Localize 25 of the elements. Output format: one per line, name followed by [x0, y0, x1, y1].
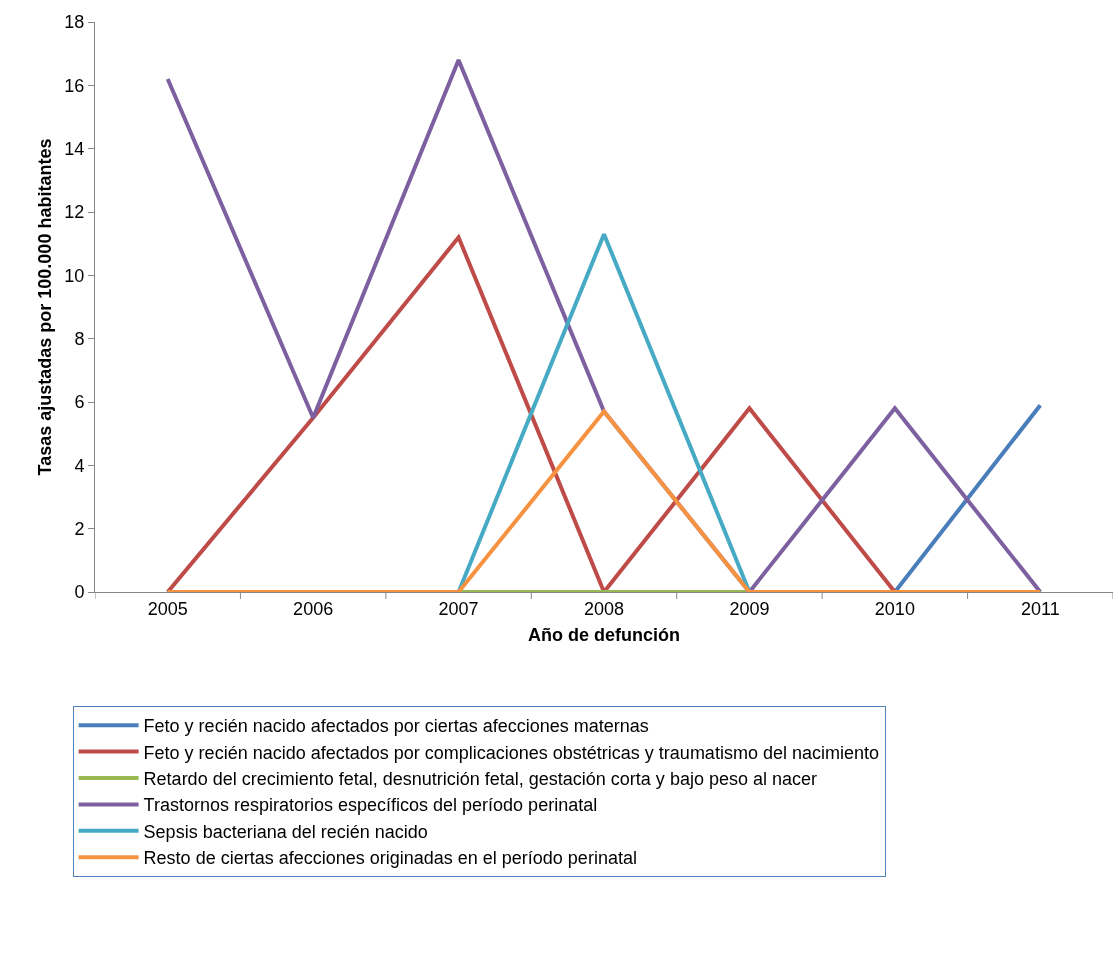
legend-label: Resto de ciertas afecciones originadas en el período perinatal — [143, 848, 637, 869]
x-axis-title: Año de defunción — [528, 624, 680, 645]
x-tick-label: 2009 — [729, 598, 770, 619]
y-tick-label: 12 — [64, 202, 85, 223]
y-tick-label: 14 — [64, 138, 85, 159]
x-tick-label: 2006 — [293, 598, 334, 619]
y-axis-title: Tasas ajustadas por 100.000 habitantes — [34, 138, 55, 476]
y-tick-label: 18 — [64, 12, 85, 33]
y-tick-label: 4 — [74, 455, 85, 476]
x-tick-label: 2008 — [583, 598, 625, 619]
legend-label: Sepsis bacteriana del recién nacido — [143, 821, 428, 842]
y-tick-label: 0 — [74, 582, 85, 603]
x-tick-label: 2005 — [147, 598, 188, 619]
legend-label: Feto y recién nacido afectados por ciertas afecciones maternas — [143, 716, 649, 737]
x-tick-label: 2011 — [1020, 598, 1060, 619]
legend-label: Retardo del crecimiento fetal, desnutrición fetal, gestación corta y bajo peso al nacer — [143, 769, 817, 790]
y-tick-label: 6 — [74, 392, 85, 413]
x-tick-label: 2007 — [438, 598, 479, 619]
legend-label: Trastornos respiratorios específicos del período perinatal — [143, 795, 598, 816]
x-tick-label: 2010 — [874, 598, 915, 619]
y-tick-label: 8 — [74, 328, 85, 349]
y-tick-label: 16 — [64, 75, 85, 96]
y-tick-label: 10 — [64, 265, 85, 286]
legend-label: Feto y recién nacido afectados por complicaciones obstétricas y traumatismo del nacimiento — [143, 742, 879, 763]
y-tick-label: 2 — [74, 518, 85, 539]
